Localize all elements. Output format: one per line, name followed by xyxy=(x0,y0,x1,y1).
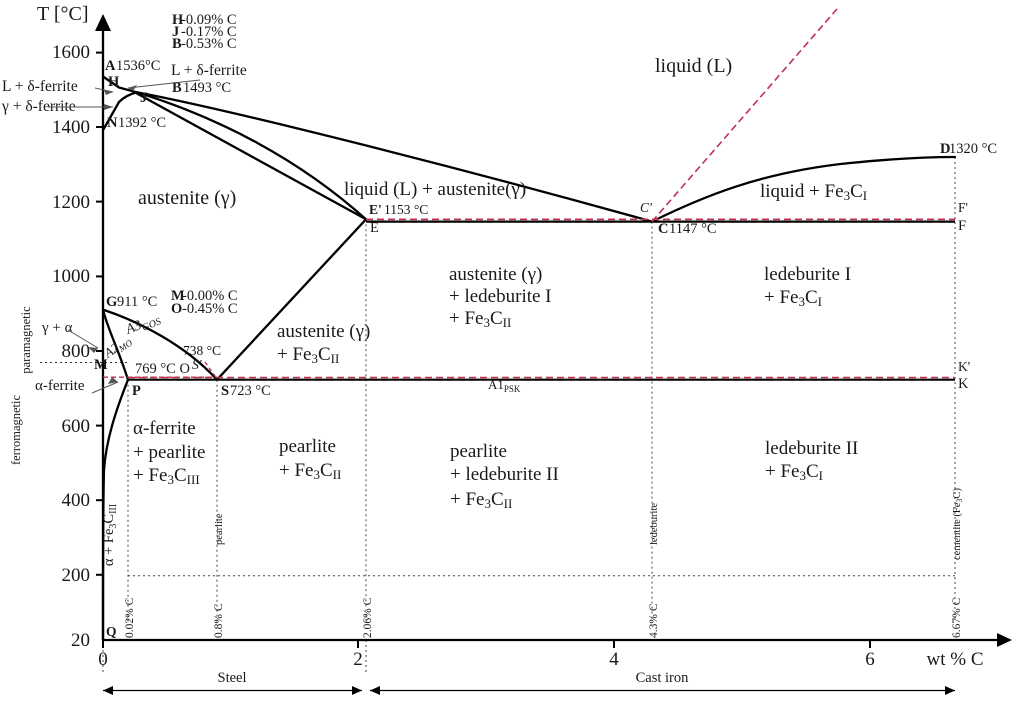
svg-text:K: K xyxy=(958,376,969,392)
svg-text:A3GOS: A3GOS xyxy=(123,311,163,340)
svg-text:A: A xyxy=(105,58,116,74)
svg-text:Q: Q xyxy=(106,624,117,639)
svg-text:Cast iron: Cast iron xyxy=(636,670,690,686)
svg-text:austenite (γ): austenite (γ) xyxy=(138,187,236,209)
svg-text:H: H xyxy=(108,74,120,90)
svg-text:+ pearlite: + pearlite xyxy=(133,442,205,463)
svg-text:liquid (L): liquid (L) xyxy=(655,55,732,77)
svg-text:-0.53% C: -0.53% C xyxy=(181,36,237,52)
svg-text:1153 °C: 1153 °C xyxy=(384,202,428,217)
svg-text:S: S xyxy=(221,383,229,399)
svg-text:γ + α: γ + α xyxy=(41,320,73,336)
svg-text:1493 °C: 1493 °C xyxy=(183,80,231,96)
svg-text:G: G xyxy=(106,294,117,310)
svg-text:1600: 1600 xyxy=(52,42,90,63)
svg-text:C': C' xyxy=(640,200,653,215)
svg-text:+ Fe3CII: + Fe3CII xyxy=(277,344,339,366)
svg-text:+ Fe3CII: + Fe3CII xyxy=(449,308,511,330)
svg-text:cementite (Fe3C): cementite (Fe3C) xyxy=(952,488,964,560)
svg-text:1392 °C: 1392 °C xyxy=(118,115,166,131)
svg-text:20: 20 xyxy=(71,630,90,651)
svg-text:P: P xyxy=(132,383,141,399)
svg-text:6.67% C: 6.67% C xyxy=(951,597,963,638)
svg-text:400: 400 xyxy=(62,490,91,511)
svg-text:1200: 1200 xyxy=(52,192,90,213)
svg-text:4.3% C: 4.3% C xyxy=(648,603,660,638)
svg-text:1147 °C: 1147 °C xyxy=(669,221,717,237)
svg-text:J: J xyxy=(140,90,147,106)
svg-text:liquid (L) + austenite(γ): liquid (L) + austenite(γ) xyxy=(344,179,526,200)
svg-text:6: 6 xyxy=(865,649,875,670)
svg-text:1000: 1000 xyxy=(52,266,90,287)
svg-text:-0.45% C: -0.45% C xyxy=(182,301,238,317)
svg-text:E': E' xyxy=(369,202,382,217)
svg-text:M: M xyxy=(94,357,108,373)
svg-text:ledeburite II: ledeburite II xyxy=(765,438,858,459)
svg-text:ferromagnetic: ferromagnetic xyxy=(9,395,23,466)
svg-text:600: 600 xyxy=(62,416,91,437)
svg-text:L + δ-ferrite: L + δ-ferrite xyxy=(2,78,78,95)
svg-text:2.06% C: 2.06% C xyxy=(362,597,374,638)
svg-text:paramagnetic: paramagnetic xyxy=(19,306,33,374)
svg-text:B: B xyxy=(172,80,182,96)
svg-text:738 °C: 738 °C xyxy=(183,343,221,358)
svg-text:pearlite: pearlite xyxy=(279,436,336,457)
svg-text:wt % C: wt % C xyxy=(927,649,984,670)
svg-text:Steel: Steel xyxy=(218,670,247,686)
svg-text:+ ledeburite I: + ledeburite I xyxy=(449,286,552,307)
svg-text:K': K' xyxy=(958,359,970,374)
svg-text:+ Fe3CII: + Fe3CII xyxy=(450,489,512,511)
svg-text:N: N xyxy=(107,115,118,131)
svg-text:α-ferrite: α-ferrite xyxy=(133,418,196,439)
svg-text:1400: 1400 xyxy=(52,117,90,138)
svg-text:ledeburite I: ledeburite I xyxy=(764,264,851,285)
svg-text:S': S' xyxy=(192,357,203,372)
svg-text:F': F' xyxy=(958,200,968,215)
svg-text:+ Fe3CI: + Fe3CI xyxy=(765,461,823,483)
svg-text:1320 °C: 1320 °C xyxy=(949,141,997,157)
svg-text:ledeburite: ledeburite xyxy=(649,503,660,545)
svg-text:0.02% C: 0.02% C xyxy=(124,597,136,638)
svg-text:+ ledeburite II: + ledeburite II xyxy=(450,464,559,485)
svg-text:800: 800 xyxy=(62,341,91,362)
svg-text:911 °C: 911 °C xyxy=(117,294,157,310)
svg-text:E: E xyxy=(370,220,379,236)
svg-text:2: 2 xyxy=(353,649,363,670)
svg-text:0.8% C: 0.8% C xyxy=(213,603,225,638)
svg-text:+ Fe3CI: + Fe3CI xyxy=(764,287,822,309)
svg-text:O: O xyxy=(171,301,182,317)
svg-text:T [°C]: T [°C] xyxy=(37,3,89,25)
svg-text:liquid + Fe3CI: liquid + Fe3CI xyxy=(760,181,867,203)
svg-text:F: F xyxy=(958,218,966,234)
svg-text:pearlite: pearlite xyxy=(214,513,225,545)
svg-text:austenite (γ): austenite (γ) xyxy=(277,321,370,342)
svg-text:+ Fe3CII: + Fe3CII xyxy=(279,460,341,482)
svg-text:1536°C: 1536°C xyxy=(116,58,160,74)
svg-text:L + δ-ferrite: L + δ-ferrite xyxy=(171,62,247,79)
svg-text:769 °C O: 769 °C O xyxy=(135,361,190,377)
svg-text:0: 0 xyxy=(98,649,108,670)
svg-text:4: 4 xyxy=(609,649,619,670)
svg-text:+ Fe3CIII: + Fe3CIII xyxy=(133,465,200,487)
svg-text:200: 200 xyxy=(62,565,91,586)
svg-text:austenite (γ): austenite (γ) xyxy=(449,264,542,285)
svg-text:α-ferrite: α-ferrite xyxy=(35,378,85,394)
svg-text:pearlite: pearlite xyxy=(450,441,507,462)
svg-text:723 °C: 723 °C xyxy=(230,383,271,399)
svg-text:C: C xyxy=(658,221,668,237)
